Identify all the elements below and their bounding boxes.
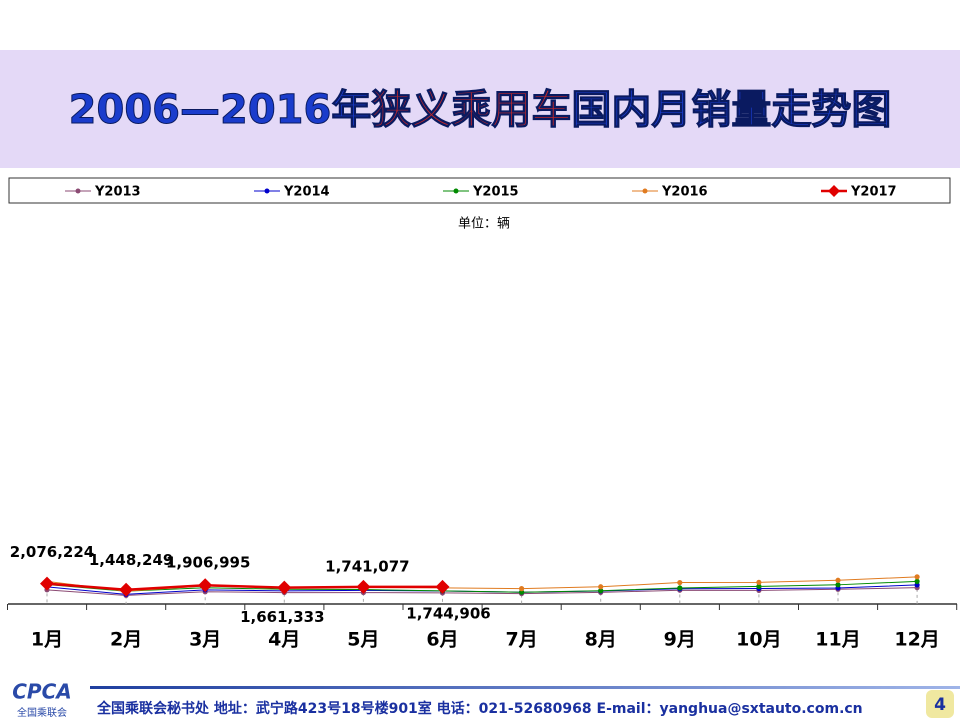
x-tick-label: 9月 — [664, 629, 696, 651]
legend-marker — [828, 185, 840, 197]
legend-label: Y2014 — [283, 185, 330, 200]
point — [198, 578, 213, 593]
data-label: 1,661,333 — [240, 608, 324, 626]
point — [119, 582, 134, 597]
data-label: 1,744,906 — [406, 604, 490, 622]
x-tick-label: 5月 — [347, 629, 379, 651]
data-label: 1,906,995 — [166, 554, 250, 572]
logo: CPCA — [12, 680, 72, 704]
series-line — [46, 580, 918, 593]
point — [598, 584, 604, 590]
x-tick-label: 10月 — [736, 629, 781, 651]
point — [598, 588, 604, 594]
point — [756, 579, 762, 585]
chart-title: 2006—2016年狭义乘用车国内月销量走势图 — [69, 87, 892, 133]
x-tick-label: 7月 — [505, 629, 537, 651]
title-part: 国内月销量走势图 — [571, 87, 891, 133]
series-line — [46, 587, 918, 596]
title-band — [0, 50, 960, 168]
point — [677, 579, 683, 586]
point — [914, 578, 920, 584]
x-tick-label: 6月 — [426, 629, 458, 651]
series-line — [46, 582, 443, 592]
x-tick-label: 3月 — [189, 629, 221, 651]
legend-marker — [75, 188, 81, 194]
legend-box — [8, 177, 951, 204]
footer — [0, 684, 960, 720]
legend-marker — [264, 188, 270, 194]
legend-label: Y2015 — [472, 185, 519, 200]
data-label: 1,448,249 — [89, 551, 173, 569]
point — [435, 579, 450, 594]
point — [356, 579, 371, 594]
point — [756, 583, 762, 589]
legend-label: Y2016 — [661, 185, 708, 200]
x-tick-label: 4月 — [268, 629, 300, 651]
point — [677, 585, 683, 591]
point — [835, 577, 841, 583]
point — [835, 582, 841, 588]
title-part: 2006—2016年 — [69, 87, 372, 133]
footer-text: 全国乘联会秘书处 地址：武宁路423号18号楼901室 电话：021-52680… — [96, 700, 863, 717]
legend-label: Y2013 — [94, 185, 141, 200]
point — [914, 574, 920, 580]
page-number: 4 — [934, 695, 946, 715]
x-tick-label: 1月 — [31, 629, 63, 651]
x-tick-label: 12月 — [894, 629, 939, 651]
page-badge — [926, 690, 954, 718]
title-part: 狭义乘用车 — [371, 87, 571, 133]
legend-marker — [453, 188, 459, 194]
legend-marker — [642, 188, 648, 194]
x-tick-label: 2月 — [110, 629, 142, 651]
x-tick-label: 8月 — [585, 629, 617, 651]
data-label: 2,076,224 — [10, 543, 94, 561]
x-tick-label: 11月 — [815, 629, 860, 651]
point — [277, 580, 292, 595]
legend-label: Y2017 — [850, 185, 897, 200]
unit-label: 单位：辆 — [458, 217, 510, 232]
logo-sub: 全国乘联会 — [17, 706, 67, 719]
data-label: 1,741,077 — [325, 557, 409, 575]
footer-rule — [90, 686, 960, 689]
point — [40, 576, 54, 591]
point — [519, 586, 525, 592]
